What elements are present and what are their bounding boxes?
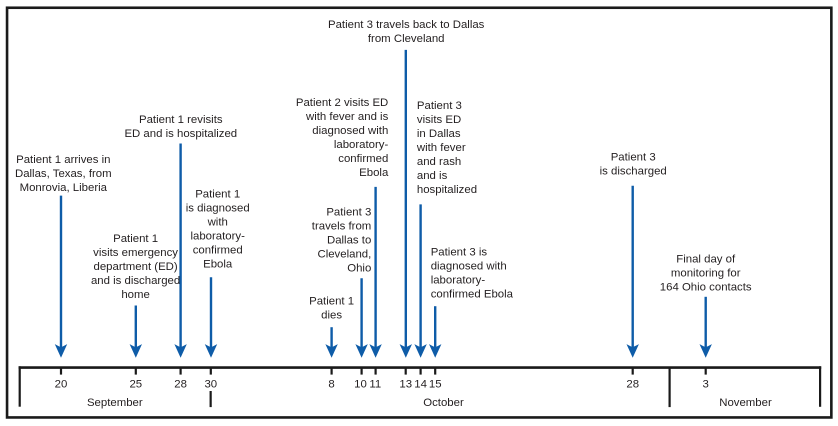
svg-text:Dallas, Texas, from: Dallas, Texas, from (15, 168, 112, 180)
svg-text:dies: dies (321, 310, 342, 322)
svg-text:confirmed: confirmed (338, 153, 388, 165)
svg-text:October: October (423, 397, 464, 409)
svg-text:Dallas to: Dallas to (327, 235, 371, 247)
svg-text:Patient 1 arrives in: Patient 1 arrives in (16, 154, 110, 166)
svg-text:Monrovia, Liberia: Monrovia, Liberia (20, 182, 108, 194)
svg-text:confirmed: confirmed (193, 245, 243, 257)
svg-text:visits emergency: visits emergency (93, 247, 178, 259)
svg-text:Patient 1: Patient 1 (309, 296, 354, 308)
svg-text:diagnosed with: diagnosed with (431, 261, 507, 273)
svg-text:with fever and is: with fever and is (305, 111, 389, 123)
svg-text:Patient 3: Patient 3 (417, 100, 462, 112)
svg-text:Ohio: Ohio (347, 263, 371, 275)
svg-text:confirmed Ebola: confirmed Ebola (431, 289, 514, 301)
svg-text:ED and is hospitalized: ED and is hospitalized (124, 128, 237, 140)
svg-text:28: 28 (626, 378, 639, 390)
svg-text:November: November (719, 397, 772, 409)
svg-text:from Cleveland: from Cleveland (368, 33, 445, 45)
svg-text:and is: and is (417, 170, 448, 182)
svg-text:laboratory-: laboratory- (334, 139, 389, 151)
svg-text:Patient 1: Patient 1 (113, 233, 158, 245)
svg-text:Ebola: Ebola (203, 259, 233, 271)
svg-text:3: 3 (703, 378, 709, 390)
svg-text:25: 25 (129, 378, 142, 390)
svg-text:department (ED): department (ED) (93, 261, 177, 273)
svg-text:20: 20 (55, 378, 68, 390)
svg-text:Patient 1 revisits: Patient 1 revisits (139, 114, 223, 126)
svg-text:Patient 3 travels back to Dall: Patient 3 travels back to Dallas (328, 19, 485, 31)
svg-text:8: 8 (328, 378, 334, 390)
svg-text:September: September (87, 397, 143, 409)
svg-text:Cleveland,: Cleveland, (317, 249, 371, 261)
svg-text:monitoring for: monitoring for (671, 267, 741, 279)
svg-text:Patient 2 visits ED: Patient 2 visits ED (296, 97, 388, 109)
svg-text:Ebola: Ebola (359, 167, 389, 179)
svg-text:home: home (121, 289, 150, 301)
svg-text:Patient 3: Patient 3 (611, 152, 656, 164)
svg-text:hospitalized: hospitalized (417, 184, 477, 196)
svg-text:in Dallas: in Dallas (417, 128, 461, 140)
svg-text:164 Ohio contacts: 164 Ohio contacts (660, 281, 752, 293)
svg-text:laboratory-: laboratory- (431, 275, 486, 287)
svg-text:30: 30 (204, 378, 217, 390)
svg-text:Final day of: Final day of (676, 253, 736, 265)
svg-text:14: 14 (414, 378, 427, 390)
svg-text:diagnosed with: diagnosed with (312, 125, 388, 137)
svg-text:is diagnosed: is diagnosed (186, 203, 250, 215)
svg-text:28: 28 (174, 378, 187, 390)
svg-text:Patient 3: Patient 3 (326, 207, 371, 219)
svg-text:11: 11 (369, 378, 381, 390)
svg-text:and is discharged: and is discharged (91, 275, 180, 287)
svg-text:with fever: with fever (416, 142, 466, 154)
svg-text:travels from: travels from (312, 221, 372, 233)
svg-text:visits ED: visits ED (417, 114, 461, 126)
svg-text:is discharged: is discharged (600, 166, 667, 178)
svg-text:and rash: and rash (417, 156, 461, 168)
svg-text:10: 10 (354, 378, 367, 390)
svg-text:laboratory-: laboratory- (190, 231, 245, 243)
svg-text:with: with (207, 217, 228, 229)
svg-text:13: 13 (399, 378, 412, 390)
svg-text:Patient 1: Patient 1 (195, 189, 240, 201)
svg-text:Patient 3 is: Patient 3 is (431, 247, 488, 259)
svg-text:15: 15 (429, 378, 442, 390)
